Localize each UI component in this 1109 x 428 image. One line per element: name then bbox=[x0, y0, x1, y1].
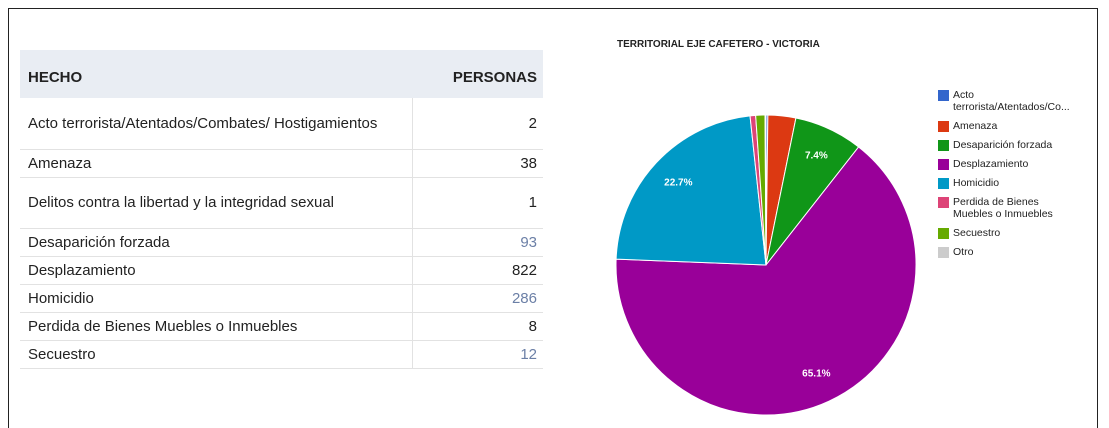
pie-slice bbox=[764, 114, 767, 266]
legend-swatch bbox=[938, 121, 949, 132]
legend-swatch bbox=[938, 197, 949, 208]
legend: Acto terrorista/Atentados/Co... Amenaza De… bbox=[938, 89, 1098, 265]
header-cell: HECHO bbox=[20, 50, 413, 98]
legend-swatch bbox=[938, 159, 949, 170]
legend-label: Homicidio bbox=[953, 177, 1000, 189]
legend-label: Acto terrorista/Atentados/Co... bbox=[953, 89, 1070, 113]
table-row: Secuestro 12 bbox=[20, 340, 543, 369]
legend-swatch bbox=[938, 247, 949, 258]
table-row: Desplazamiento 822 bbox=[20, 256, 543, 285]
legend-swatch bbox=[938, 90, 949, 101]
slice-label: 65.1% bbox=[802, 369, 830, 380]
legend-item: Otro bbox=[938, 246, 1098, 258]
legend-item: Secuestro bbox=[938, 227, 1098, 239]
legend-label: Desaparición forzada bbox=[953, 139, 1053, 151]
table-row: Desaparición forzada 93 bbox=[20, 228, 543, 257]
row-value: 822 bbox=[412, 256, 543, 285]
legend-label: Amenaza bbox=[953, 120, 998, 132]
pie-chart: TERRITORIAL EJE CAFETERO - VICTORIA 7.4%… bbox=[615, 39, 917, 415]
slice-label: 22.7% bbox=[664, 178, 692, 189]
table-row: Homicidio 286 bbox=[20, 284, 543, 313]
data-table: HECHO PERSONAS Acto terrorista/Atentados… bbox=[20, 50, 543, 369]
row-label: Acto terrorista/Atentados/Combates/ Host… bbox=[20, 98, 413, 150]
table-row: Acto terrorista/Atentados/Combates/ Host… bbox=[20, 98, 543, 150]
row-value: 38 bbox=[412, 149, 543, 178]
header-row: HECHO PERSONAS bbox=[20, 50, 543, 98]
page: {"table": {"headers": ["HECHO", "PERSONA… bbox=[8, 8, 1098, 428]
row-label: Desaparición forzada bbox=[20, 228, 413, 257]
legend-item: Acto terrorista/Atentados/Co... bbox=[938, 89, 1098, 113]
legend-item: Perdida de Bienes Muebles o Inmuebles bbox=[938, 196, 1098, 220]
row-label: Secuestro bbox=[20, 340, 413, 369]
legend-label: Secuestro bbox=[953, 227, 1001, 239]
legend-item: Amenaza bbox=[938, 120, 1098, 132]
table-row: Perdida de Bienes Muebles o Inmuebles 8 bbox=[20, 312, 543, 341]
legend-label: Perdida de Bienes Muebles o Inmuebles bbox=[953, 196, 1053, 220]
table-row: Amenaza 38 bbox=[20, 149, 543, 178]
row-value: 2 bbox=[412, 98, 543, 150]
row-value: 286 bbox=[412, 284, 543, 313]
row-value: 8 bbox=[412, 312, 543, 341]
row-label: Amenaza bbox=[20, 149, 413, 178]
frame bbox=[8, 8, 1098, 428]
row-label: Desplazamiento bbox=[20, 256, 413, 285]
pie-slice bbox=[615, 115, 767, 266]
row-value: 93 bbox=[412, 228, 543, 257]
row-value: 12 bbox=[412, 340, 543, 369]
row-label: Delitos contra la libertad y la integrid… bbox=[20, 177, 413, 229]
row-label: Homicidio bbox=[20, 284, 413, 313]
table-row: Delitos contra la libertad y la integrid… bbox=[20, 177, 543, 229]
legend-swatch bbox=[938, 228, 949, 239]
pie-slice bbox=[615, 146, 917, 415]
legend-item: Desaparición forzada bbox=[938, 139, 1098, 151]
legend-label: Otro bbox=[953, 246, 974, 258]
row-label: Perdida de Bienes Muebles o Inmuebles bbox=[20, 312, 413, 341]
legend-label: Desplazamiento bbox=[953, 158, 1029, 170]
row-value: 1 bbox=[412, 177, 543, 229]
header-cell: PERSONAS bbox=[412, 50, 543, 98]
slice-label: 7.4% bbox=[805, 151, 828, 162]
legend-swatch bbox=[938, 140, 949, 151]
legend-item: Desplazamiento bbox=[938, 158, 1098, 170]
legend-swatch bbox=[938, 178, 949, 189]
table-body: Acto terrorista/Atentados/Combates/ Host… bbox=[20, 98, 543, 369]
legend-item: Homicidio bbox=[938, 177, 1098, 189]
chart-title: TERRITORIAL EJE CAFETERO - VICTORIA bbox=[617, 39, 820, 50]
